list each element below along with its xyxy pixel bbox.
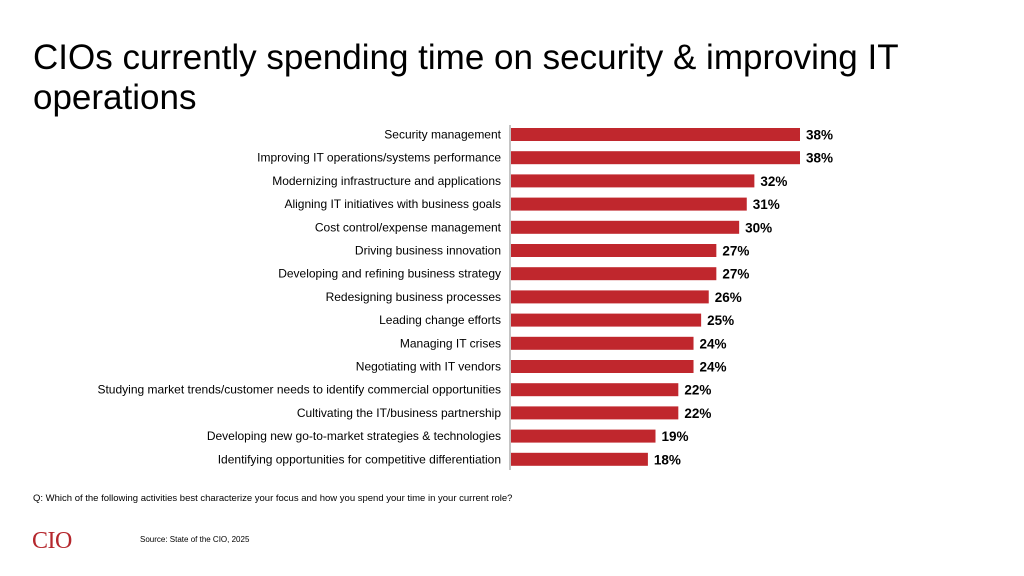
slide-title: CIOs currently spending time on security… [33,38,898,117]
value-label: 22% [684,406,711,421]
category-label: Modernizing infrastructure and applicati… [272,174,501,188]
bar [511,383,679,397]
bar [511,406,679,420]
value-label: 31% [753,197,780,212]
survey-question: Q: Which of the following activities bes… [33,493,513,504]
category-label: Security management [384,128,501,142]
value-label: 27% [722,267,749,282]
value-label: 27% [722,244,749,259]
bar [511,151,800,165]
value-label: 18% [654,452,681,467]
bar [511,197,747,211]
bar [511,128,800,141]
value-label: 24% [700,360,727,375]
value-label: 30% [745,220,772,235]
value-label: 32% [760,174,787,189]
value-label: 38% [806,128,833,143]
value-label: 22% [684,383,711,398]
bar [511,360,694,373]
category-label: Aligning IT initiatives with business go… [284,197,501,211]
category-label: Cost control/expense management [315,220,502,234]
category-label: Managing IT crises [400,336,501,350]
category-label: Studying market trends/customer needs to… [97,383,501,397]
bar [511,336,694,350]
value-label: 19% [662,429,689,444]
chart-bars: Security management 38% Improving IT opera… [97,128,833,468]
bar [511,220,740,234]
value-label: 25% [707,313,734,328]
category-label: Cultivating the IT/business partnership [297,406,501,420]
source-note: Source: State of the CIO, 2025 [140,535,250,544]
category-label: Redesigning business processes [326,290,501,304]
category-label: Identifying opportunities for competitiv… [218,452,501,466]
bar [511,267,717,281]
category-label: Improving IT operations/systems performa… [257,151,501,165]
bar [511,452,648,466]
value-label: 24% [700,336,727,351]
bar [511,244,717,257]
cio-logo: CIO [32,528,72,554]
value-label: 38% [806,151,833,166]
bar [511,313,702,327]
value-label: 26% [715,290,742,305]
category-label: Developing and refining business strateg… [278,267,501,281]
bar [511,429,656,443]
category-label: Negotiating with IT vendors [356,360,501,374]
bar [511,290,709,304]
bar [511,174,755,188]
category-label: Leading change efforts [379,313,501,327]
category-label: Driving business innovation [355,244,501,258]
category-label: Developing new go-to-market strategies &… [207,429,501,443]
